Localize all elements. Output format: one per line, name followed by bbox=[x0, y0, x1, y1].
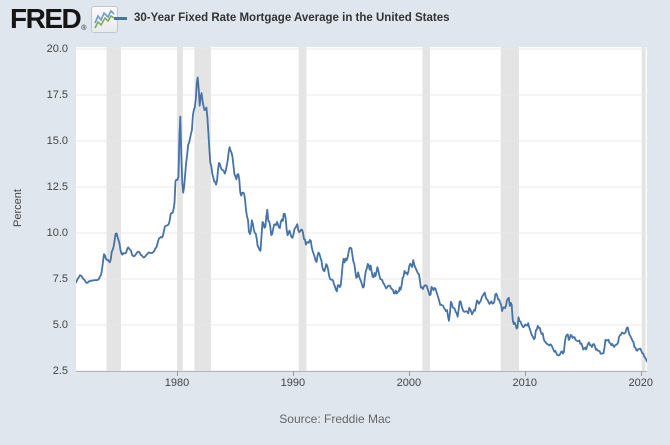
chart-legend: 30-Year Fixed Rate Mortgage Average in t… bbox=[114, 12, 450, 24]
registered-trademark-symbol: ® bbox=[81, 24, 87, 32]
fred-logo-text: FRED bbox=[10, 3, 82, 34]
recession-band bbox=[194, 47, 211, 371]
header: FRED ® 30-Year Fixed Rate Mortgage Averag… bbox=[0, 0, 670, 38]
x-axis-tick-mark bbox=[293, 371, 294, 376]
recession-band bbox=[177, 47, 183, 371]
plot-area[interactable] bbox=[76, 47, 647, 372]
y-axis-tick-label: 17.5 bbox=[46, 89, 68, 101]
x-axis-tick-mark bbox=[177, 371, 178, 376]
mortgage-rate-chart-svg bbox=[76, 47, 647, 371]
x-axis-tick-label: 2010 bbox=[512, 377, 538, 389]
x-axis-tick-mark bbox=[641, 371, 642, 376]
recession-band bbox=[422, 47, 431, 371]
y-axis-tick-label: 10.0 bbox=[46, 227, 68, 239]
y-axis-tick-label: 20.0 bbox=[46, 43, 68, 55]
y-axis-tick-label: 5.0 bbox=[52, 319, 68, 331]
x-axis-tick-label: 2000 bbox=[396, 377, 422, 389]
x-axis-tick-mark bbox=[409, 371, 410, 376]
fred-logo-link[interactable]: FRED ® bbox=[10, 3, 119, 34]
legend-line-swatch bbox=[114, 16, 127, 20]
recession-band bbox=[106, 47, 121, 371]
x-axis-tick-label: 2020 bbox=[628, 377, 653, 389]
y-axis-tick-label: 12.5 bbox=[46, 181, 68, 193]
recession-band bbox=[641, 47, 646, 371]
y-axis-tick-label: 15.0 bbox=[46, 135, 68, 147]
mortgage-rate-line bbox=[76, 76, 647, 363]
series-title-link[interactable]: 30-Year Fixed Rate Mortgage Average in t… bbox=[134, 12, 450, 24]
x-axis-tick-label: 1990 bbox=[280, 377, 306, 389]
x-axis-tick-mark bbox=[525, 371, 526, 376]
y-axis-tick-label: 7.5 bbox=[52, 273, 68, 285]
x-axis-tick-label: 1980 bbox=[164, 377, 190, 389]
source-note: Source: Freddie Mac bbox=[279, 412, 391, 426]
y-axis-tick-label: 2.5 bbox=[52, 365, 68, 377]
recession-band bbox=[298, 47, 307, 371]
fred-sparkline-icon bbox=[91, 5, 119, 33]
recession-band bbox=[500, 47, 519, 371]
